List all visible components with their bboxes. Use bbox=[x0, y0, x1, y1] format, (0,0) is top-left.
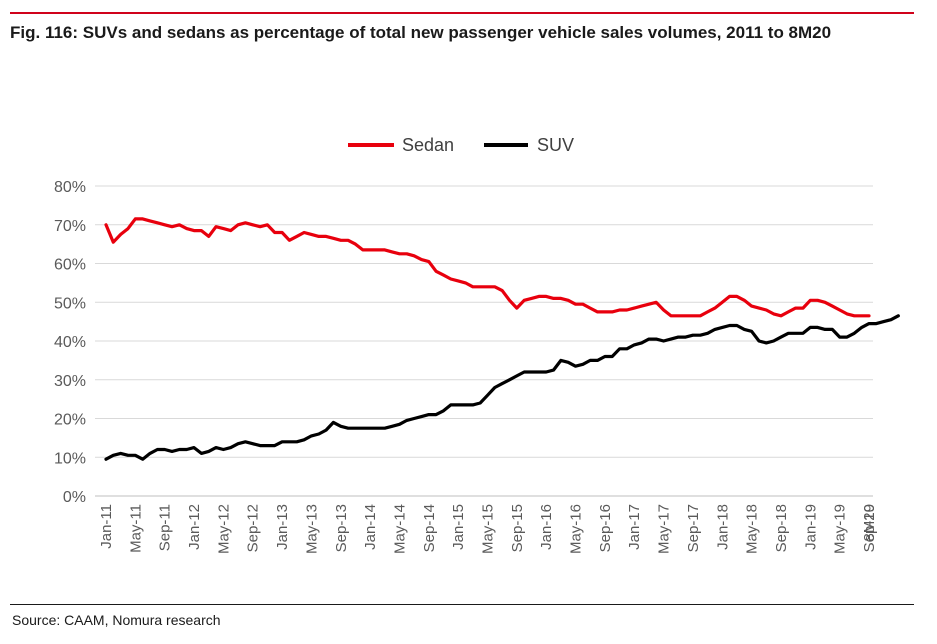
x-tick-label: May-11 bbox=[127, 504, 144, 553]
x-tick-label: Jan-13 bbox=[274, 504, 291, 550]
y-tick-label: 0% bbox=[63, 489, 86, 506]
y-tick-label: 60% bbox=[54, 257, 86, 274]
x-axis-tick-labels: Jan-11 May-11 Sep-11 Jan-12 May-12 Sep-12 Jan-… bbox=[98, 504, 878, 554]
x-tick-label: Sep-18 bbox=[773, 504, 790, 552]
x-tick-label: 8M20 bbox=[861, 504, 878, 542]
legend-label-sedan: Sedan bbox=[402, 135, 454, 155]
x-tick-label: Sep-14 bbox=[421, 504, 438, 552]
x-tick-label: Sep-16 bbox=[597, 504, 614, 552]
legend-label-suv: SUV bbox=[537, 135, 574, 155]
x-tick-label: Jan-16 bbox=[538, 504, 555, 550]
x-tick-label: Jan-19 bbox=[802, 504, 819, 550]
bottom-rule bbox=[10, 604, 914, 605]
x-tick-label: May-18 bbox=[744, 504, 761, 554]
gridlines bbox=[95, 185, 873, 497]
series-line-sedan bbox=[104, 217, 871, 318]
source-note: Source: CAAM, Nomura research bbox=[12, 612, 221, 628]
legend: Sedan SUV bbox=[348, 135, 574, 155]
x-tick-label: May-15 bbox=[480, 504, 497, 554]
x-tick-label: May-16 bbox=[568, 504, 585, 554]
x-tick-label: Sep-15 bbox=[509, 504, 526, 552]
y-tick-label: 30% bbox=[54, 373, 86, 390]
y-tick-label: 10% bbox=[54, 450, 86, 467]
x-tick-label: Jan-12 bbox=[186, 504, 203, 550]
x-tick-label: Jan-11 bbox=[98, 504, 115, 549]
y-tick-label: 40% bbox=[54, 334, 86, 351]
y-tick-label: 70% bbox=[54, 218, 86, 235]
x-tick-label: Sep-11 bbox=[157, 504, 174, 551]
x-tick-label: May-17 bbox=[656, 504, 673, 554]
x-tick-label: Sep-13 bbox=[333, 504, 350, 552]
y-tick-label: 80% bbox=[54, 179, 86, 196]
figure-title: Fig. 116: SUVs and sedans as percentage … bbox=[10, 23, 832, 42]
x-tick-label: Jan-17 bbox=[626, 504, 643, 550]
x-tick-label: May-13 bbox=[303, 504, 320, 554]
top-rule bbox=[10, 12, 914, 14]
y-axis-tick-labels: 0% 10% 20% 30% 40% 50% 60% 70% 80% bbox=[54, 179, 86, 506]
x-tick-label: May-19 bbox=[832, 504, 849, 554]
y-tick-label: 50% bbox=[54, 295, 86, 312]
x-tick-label: Sep-12 bbox=[245, 504, 262, 552]
line-chart: 0% 10% 20% 30% 40% 50% 60% 70% 80% Jan-11 May-11 S… bbox=[54, 135, 900, 554]
x-tick-label: May-14 bbox=[391, 504, 408, 554]
x-tick-label: Sep-17 bbox=[685, 504, 702, 552]
series-line-suv bbox=[104, 314, 900, 461]
x-tick-label: May-12 bbox=[215, 504, 232, 554]
x-tick-label: Sep-19 bbox=[861, 504, 878, 552]
x-tick-label: Jan-18 bbox=[714, 504, 731, 550]
series-lines bbox=[104, 217, 900, 461]
y-tick-label: 20% bbox=[54, 412, 86, 429]
x-tick-label: Jan-15 bbox=[450, 504, 467, 550]
x-tick-label: Jan-14 bbox=[362, 504, 379, 550]
